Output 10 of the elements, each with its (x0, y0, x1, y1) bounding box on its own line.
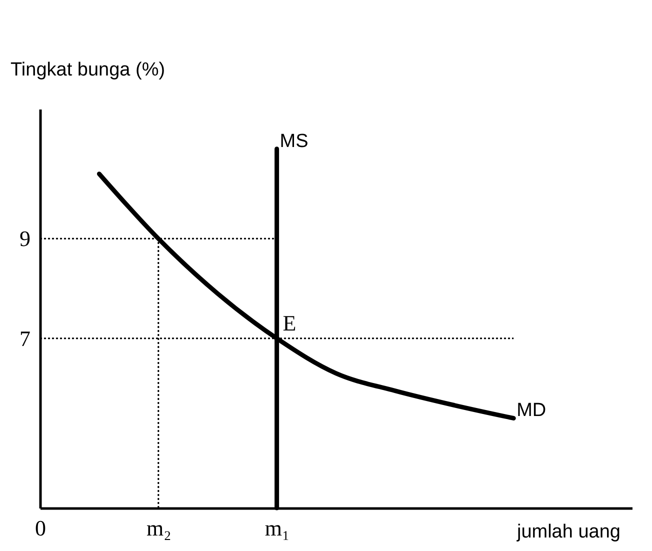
annotation: E (282, 310, 296, 336)
y-tick-label: 7 (20, 326, 30, 351)
series-label: MD (516, 400, 546, 422)
x-tick-label: 0 (35, 516, 46, 540)
x-axis-title: jumlah uang (516, 522, 620, 542)
y-axis-title: Tingkat bunga (%) (10, 60, 166, 80)
x-tick-label: m₁ (264, 516, 290, 540)
y-tick-label: 9 (20, 226, 30, 252)
series-label: MS (280, 130, 308, 152)
x-tick-label: m₂ (146, 516, 172, 540)
